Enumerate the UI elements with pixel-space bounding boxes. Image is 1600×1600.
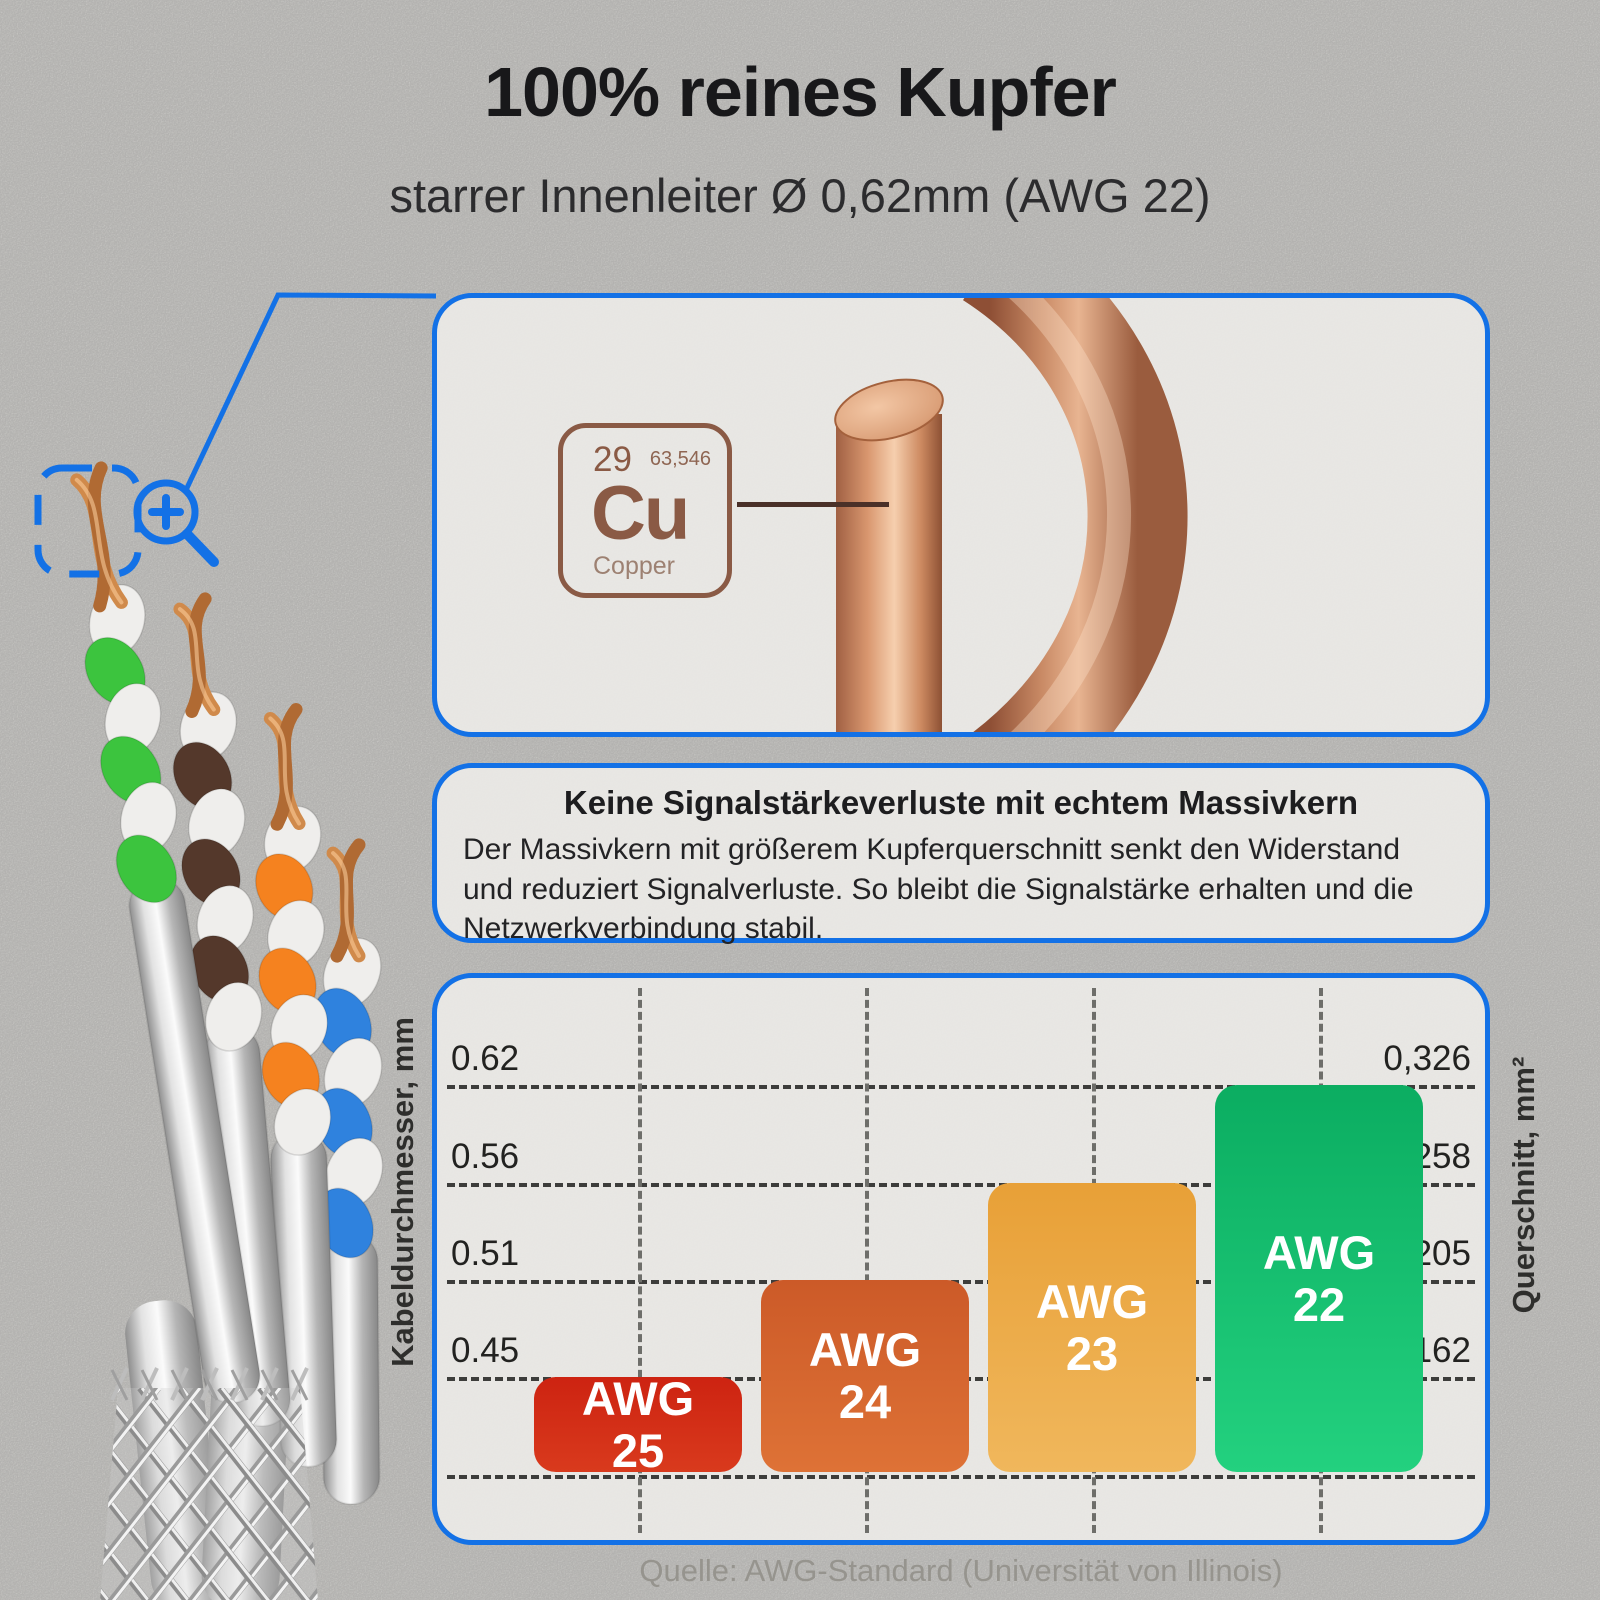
bar-label: AWG (808, 1323, 922, 1377)
element-card-cu: 29 63,546 Cu Copper (558, 423, 732, 598)
bar-awg-22: AWG 22 (1215, 1085, 1423, 1472)
left-tick-label: 0.45 (451, 1331, 520, 1370)
bar-label: 22 (1292, 1277, 1346, 1331)
right-axis-title: Querschnitt, mm² (1506, 1056, 1541, 1314)
bar-label: AWG (581, 1371, 695, 1425)
cu-pointer-line (737, 502, 889, 507)
element-name: Copper (593, 552, 675, 580)
bar-label: 23 (1065, 1326, 1119, 1380)
bar-awg-24: AWG 24 (761, 1280, 969, 1472)
left-tick-label: 0.51 (451, 1234, 520, 1273)
solid-copper-rod (834, 378, 944, 732)
element-symbol: Cu (591, 471, 690, 556)
left-tick-label: 0.56 (451, 1137, 520, 1176)
bar-label: AWG (1035, 1274, 1149, 1328)
bar-awg-25: AWG 25 (534, 1373, 742, 1476)
page-title: 100% reines Kupfer (484, 53, 1117, 131)
left-axis-title: Kabeldurchmesser, mm (385, 1017, 420, 1367)
bar-awg-23: AWG 23 (988, 1183, 1196, 1472)
chart-panel: 0.62 0,326 0.56 0,258 0.51 0,205 0.45 0,162 AWG 2… (432, 973, 1490, 1545)
info-panel: Keine Signalstärkeverluste mit echtem Ma… (432, 763, 1490, 945)
right-tick-label: 0,326 (1383, 1039, 1471, 1078)
page-subtitle: starrer Innenleiter Ø 0,62mm (AWG 22) (389, 169, 1211, 222)
left-tick-label: 0.62 (451, 1039, 520, 1078)
photo-panel: 29 63,546 Cu Copper (432, 293, 1490, 737)
atomic-mass: 63,546 (649, 448, 711, 470)
source-caption: Quelle: AWG-Standard (Universität von Il… (639, 1553, 1283, 1588)
bar-label: 25 (611, 1423, 665, 1477)
bar-label: AWG (1262, 1225, 1376, 1279)
cable-illustration (70, 461, 384, 1600)
info-title: Keine Signalstärkeverluste mit echtem Ma… (563, 784, 1359, 821)
info-body: Der Massivkern mit größerem Kupferquersc… (463, 833, 1414, 946)
bar-label: 24 (838, 1375, 892, 1428)
